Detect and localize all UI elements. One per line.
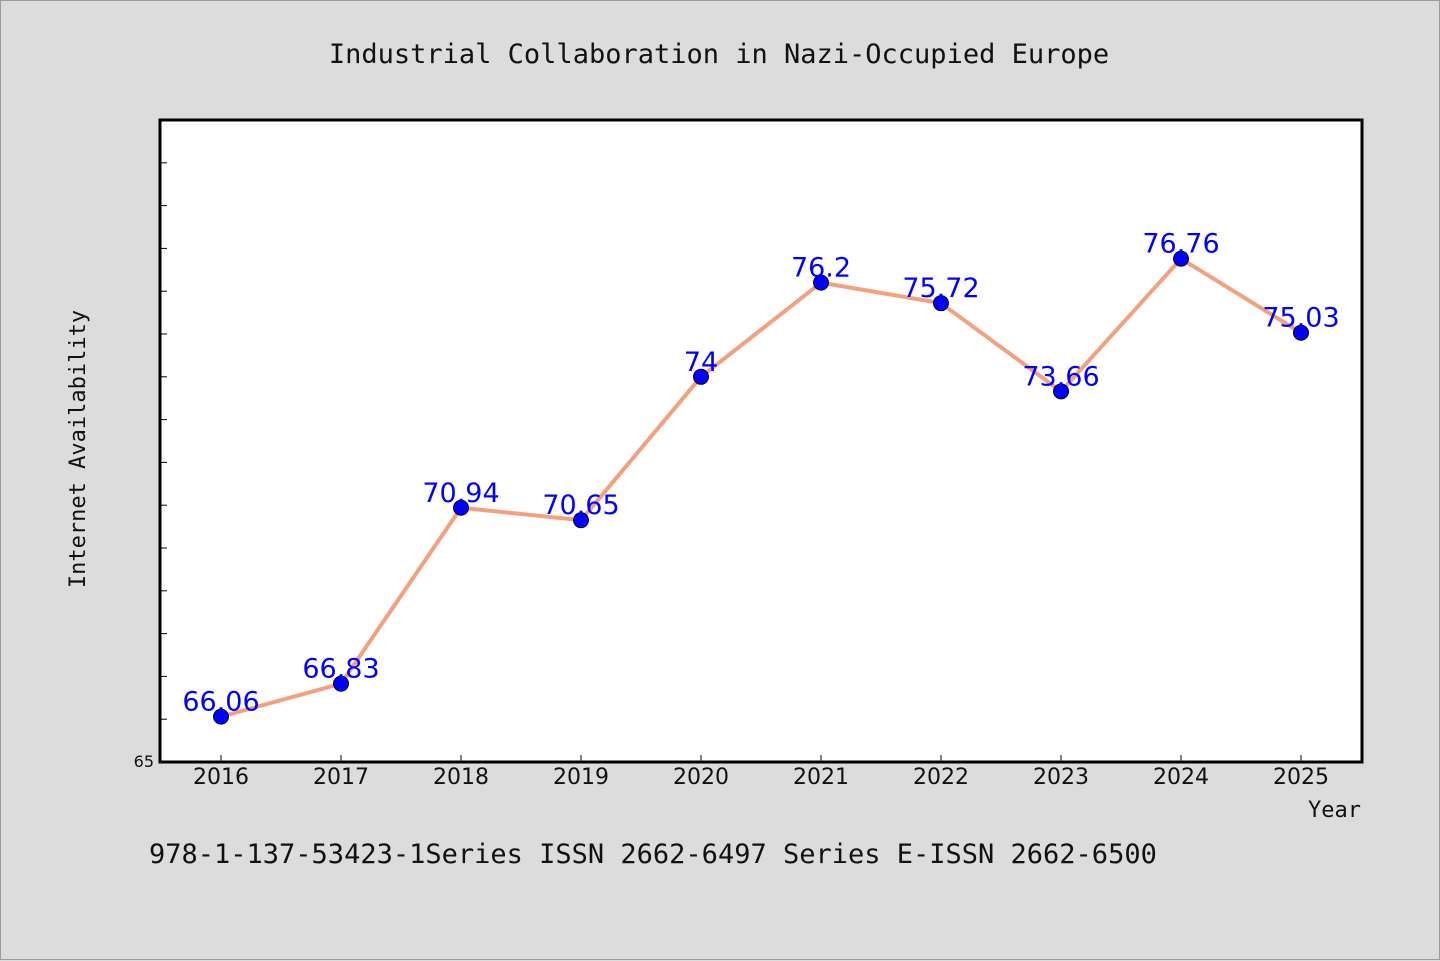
data-label: 66.83 [302,654,379,685]
x-axis-label: Year [1308,798,1361,823]
x-tick-label: 2019 [553,765,609,790]
data-label: 73.66 [1022,361,1099,392]
x-tick-label: 2016 [193,765,249,790]
data-point [333,675,349,692]
x-tick-label: 2020 [673,765,729,790]
series-line [220,256,1303,719]
data-label: 70.94 [422,478,499,509]
data-point [1173,250,1189,267]
data-label: 66.06 [182,687,259,718]
data-point [813,274,829,291]
x-tick-label: 2024 [1153,765,1209,790]
data-label: 74 [684,347,718,378]
data-label: 76.2 [791,253,851,284]
chart-title: Industrial Collaboration in Nazi-Occupie… [329,39,1109,70]
data-point [453,499,469,516]
y-tick-label-min: 65 [134,752,154,771]
y-axis-label: Internet Availability [66,310,91,588]
data-label: 70.65 [542,490,619,521]
isbn-footer: 978-1-137-53423-1Series ISSN 2662-6497 S… [149,839,1157,870]
y-axis-ticks [160,119,167,763]
data-point [693,368,709,385]
x-tick-label: 2017 [313,765,369,790]
x-tick-label: 2021 [793,765,849,790]
x-tick-label: 2022 [913,765,969,790]
data-labels: 66.06 66.83 70.94 70.65 74 76.2 75.72 73.66 76.7… [182,229,1339,718]
x-tick-label: 2018 [433,765,489,790]
x-tick-label: 2025 [1273,765,1329,790]
data-label: 75.03 [1262,303,1339,334]
data-label: 76.76 [1142,229,1219,260]
x-axis-ticks: 2016 2017 2018 2019 2020 2021 2022 2023 2024 2025 [193,755,1329,790]
data-point [213,708,229,725]
data-point [1053,383,1069,400]
data-point [573,512,589,529]
data-point [1293,324,1309,341]
data-point [933,295,949,312]
x-tick-label: 2023 [1033,765,1089,790]
data-label: 75.72 [902,273,979,304]
series-layer [213,250,1309,725]
